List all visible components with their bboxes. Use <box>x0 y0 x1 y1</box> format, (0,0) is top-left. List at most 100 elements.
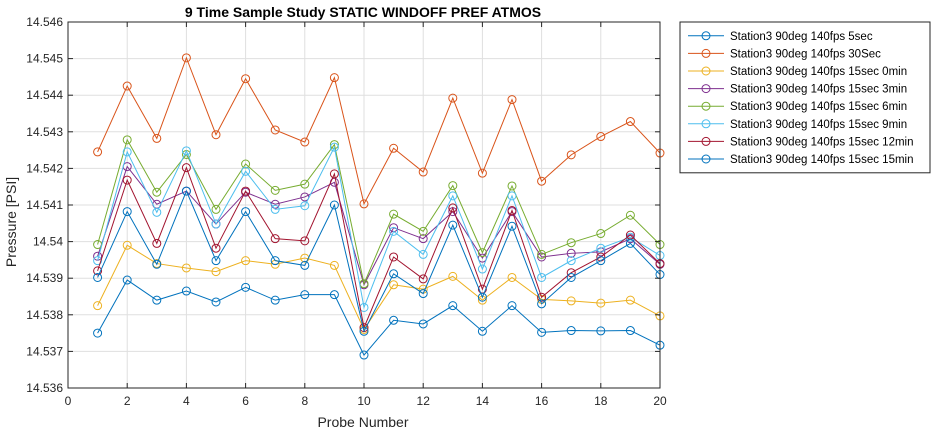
data-point <box>329 200 339 210</box>
data-point <box>329 290 339 300</box>
data-point <box>389 143 399 153</box>
data-point <box>448 93 458 103</box>
data-point <box>448 301 458 311</box>
data-point <box>418 249 428 259</box>
data-point <box>537 299 547 309</box>
series-line <box>97 189 661 333</box>
legend-swatch-marker <box>701 31 711 41</box>
data-point <box>241 282 251 292</box>
legend-swatch-marker <box>701 66 711 76</box>
legend-swatch-marker <box>701 84 711 94</box>
x-tick-label: 0 <box>65 394 72 408</box>
data-point <box>152 238 162 248</box>
data-point <box>211 204 221 214</box>
legend-label: Station3 90deg 140fps 15sec 3min <box>730 84 907 96</box>
y-tick-label: 14.539 <box>26 271 63 285</box>
data-point <box>389 226 399 236</box>
data-point <box>566 296 576 306</box>
data-point <box>448 181 458 191</box>
data-point <box>359 326 369 336</box>
data-point <box>211 219 221 229</box>
data-point <box>211 267 221 277</box>
series-group <box>93 163 665 333</box>
data-point <box>625 295 635 305</box>
data-point <box>241 186 251 196</box>
legend-item: Station3 90deg 140fps 15sec 15min <box>688 154 914 166</box>
data-point <box>418 167 428 177</box>
legend-swatch-marker <box>701 136 711 146</box>
y-tick-label: 14.536 <box>26 381 63 395</box>
data-point <box>566 272 576 282</box>
x-tick-label: 20 <box>653 394 667 408</box>
legend-item: Station3 90deg 140fps 15sec 3min <box>688 84 907 96</box>
data-point <box>448 271 458 281</box>
data-point <box>300 201 310 211</box>
data-point <box>448 191 458 201</box>
y-tick-label: 14.545 <box>26 52 63 66</box>
series-line <box>97 279 661 356</box>
series-line <box>97 56 661 206</box>
data-point <box>625 238 635 248</box>
data-point <box>566 238 576 248</box>
x-tick-label: 2 <box>124 394 131 408</box>
data-point <box>93 328 103 338</box>
data-point <box>211 130 221 140</box>
data-point <box>625 210 635 220</box>
data-point <box>537 252 547 262</box>
data-point <box>211 256 221 266</box>
legend-item: Station3 90deg 140fps 30Sec <box>688 48 881 60</box>
data-point <box>566 150 576 160</box>
legend: Station3 90deg 140fps 5sec Station3 90deg… <box>679 21 931 174</box>
data-point <box>566 248 576 258</box>
data-point <box>389 209 399 219</box>
data-point <box>596 229 606 239</box>
data-point <box>418 289 428 299</box>
legend-box <box>679 21 931 174</box>
data-point <box>93 147 103 157</box>
legend-item: Station3 90deg 140fps 5sec <box>688 31 873 43</box>
data-point <box>122 81 132 91</box>
data-point <box>152 259 162 269</box>
legend-swatch-marker <box>701 48 711 58</box>
y-tick-label: 14.543 <box>26 125 63 139</box>
data-point <box>270 204 280 214</box>
data-point <box>329 260 339 270</box>
data-point <box>300 179 310 189</box>
data-point <box>418 226 428 236</box>
data-point <box>300 290 310 300</box>
series-line <box>97 244 661 331</box>
data-point <box>507 301 517 311</box>
x-tick-label: 14 <box>476 394 490 408</box>
data-point <box>596 256 606 266</box>
series-line <box>97 145 661 310</box>
data-point <box>329 169 339 179</box>
data-point <box>566 326 576 336</box>
data-point <box>241 166 251 176</box>
chart-title: 9 Time Sample Study STATIC WINDOFF PREF … <box>185 4 541 20</box>
data-point <box>329 73 339 83</box>
data-point <box>389 252 399 262</box>
legend-label: Station3 90deg 140fps 30Sec <box>730 48 881 60</box>
x-tick-label: 4 <box>183 394 190 408</box>
data-point <box>181 53 191 63</box>
data-point <box>241 159 251 169</box>
x-tick-label: 16 <box>535 394 549 408</box>
legend-swatch-marker <box>701 119 711 129</box>
y-tick-label: 14.544 <box>26 88 63 102</box>
data-point <box>122 135 132 145</box>
data-point <box>537 176 547 186</box>
data-point <box>596 243 606 253</box>
legend-swatch-marker <box>701 101 711 111</box>
data-point <box>93 256 103 266</box>
data-point <box>507 205 517 215</box>
data-point <box>507 221 517 231</box>
data-point <box>241 256 251 266</box>
legend-label: Station3 90deg 140fps 15sec 9min <box>730 119 907 131</box>
data-point <box>122 275 132 285</box>
data-point <box>152 207 162 217</box>
data-point <box>477 292 487 302</box>
data-point <box>389 315 399 325</box>
data-point <box>418 274 428 284</box>
data-point <box>359 199 369 209</box>
x-tick-label: 10 <box>357 394 371 408</box>
